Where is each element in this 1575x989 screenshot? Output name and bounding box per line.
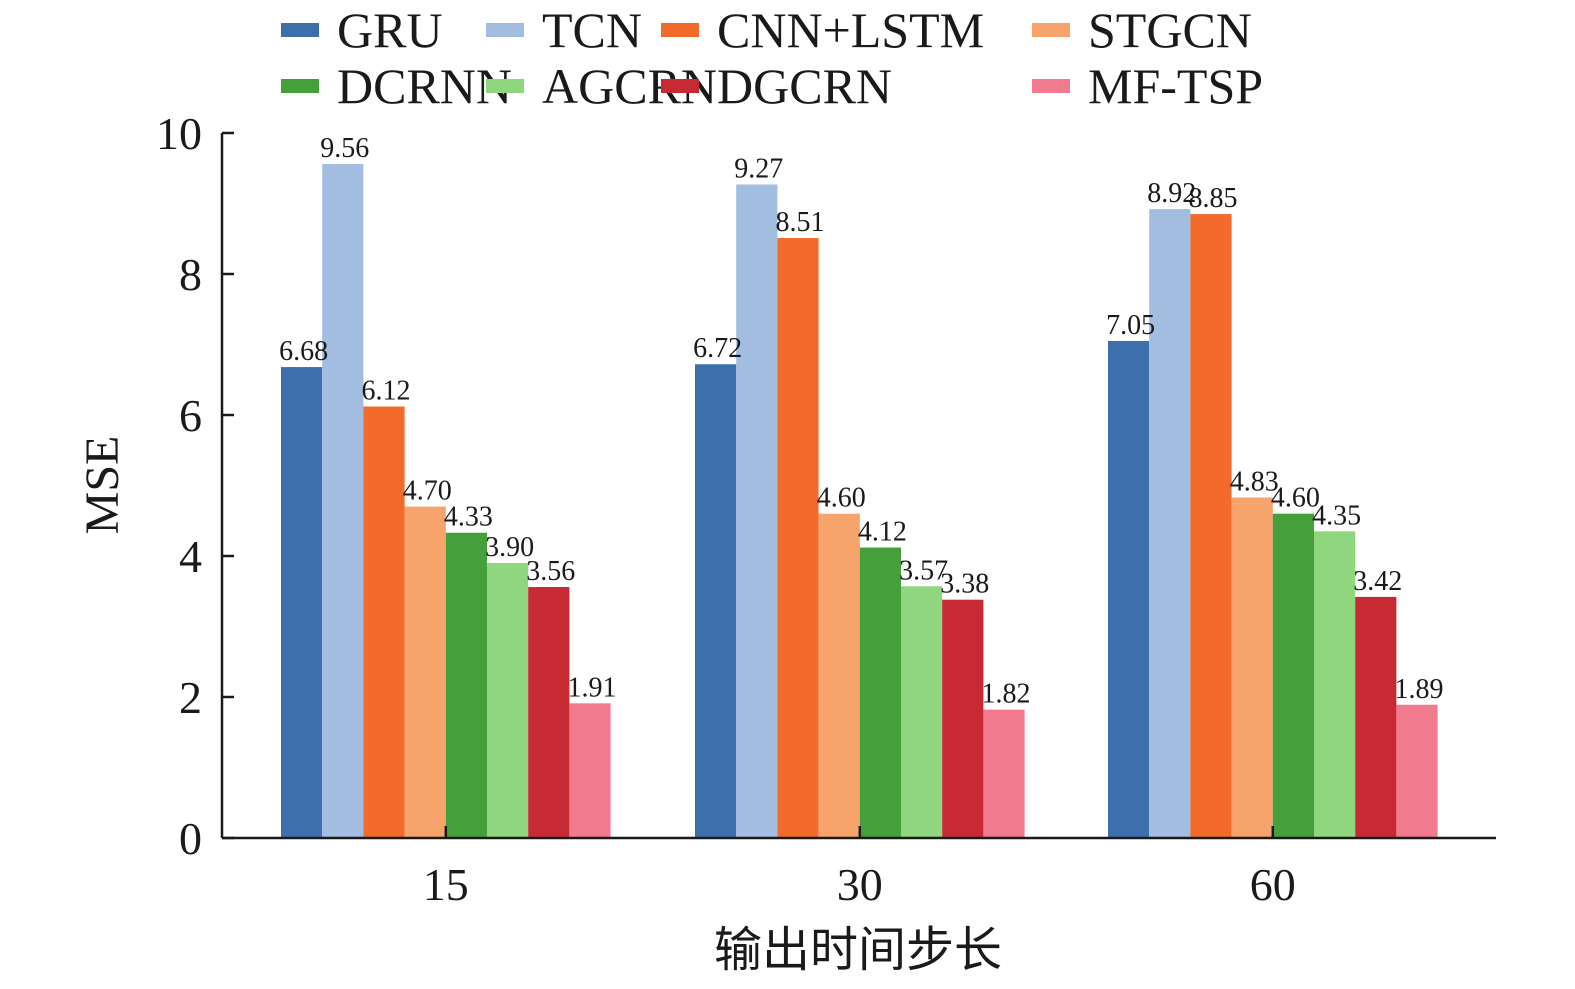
data-label: 3.38 [940,569,989,600]
legend-item-cnn-lstm: CNN+LSTM [661,2,984,58]
data-label: 3.42 [1353,566,1402,597]
data-label: 3.57 [899,555,948,586]
y-tick-label: 8 [179,249,202,300]
data-label: 4.12 [858,517,907,548]
data-label: 3.56 [526,556,575,587]
bar-tcn-60 [1149,209,1191,838]
bars [281,164,1438,839]
bar-stgcn-15 [404,506,446,838]
data-label: 4.60 [817,483,866,514]
bar-agcrn-60 [1314,531,1356,838]
bar-gru-30 [695,364,737,838]
data-label: 4.60 [1271,483,1320,514]
data-label: 4.33 [444,502,493,533]
x-tick-label: 30 [837,859,883,910]
bar-stgcn-60 [1231,497,1273,838]
data-label: 1.82 [982,679,1031,710]
bar-dcrnn-15 [445,532,487,838]
data-label: 6.68 [279,336,328,367]
bar-cnn-lstm-15 [363,406,405,838]
y-ticks: 0 2 4 6 8 10 [156,108,234,864]
bar-dgcrn-30 [942,599,984,838]
data-label: 8.92 [1147,178,1196,209]
x-tick-label: 60 [1250,859,1296,910]
bar-stgcn-30 [818,513,860,838]
data-label: 4.35 [1312,500,1361,531]
bar-agcrn-30 [901,586,943,838]
legend-item-tcn: TCN [486,2,642,58]
x-tick-label: 15 [423,859,469,910]
x-ticks: 15 30 60 [423,826,1296,910]
legend-swatch [661,23,699,37]
data-label: 8.51 [776,207,825,238]
legend-label: MF-TSP [1088,58,1263,114]
legend-item-mf-tsp: MF-TSP [1032,58,1263,114]
legend-swatch [661,79,699,93]
legend-swatch [486,23,524,37]
bar-gru-15 [281,367,323,838]
y-tick-label: 0 [179,813,202,864]
data-label: 8.85 [1189,183,1238,214]
data-label: 1.91 [568,672,617,703]
legend-item-stgcn: STGCN [1032,2,1252,58]
bar-agcrn-15 [487,563,529,838]
y-tick-label: 10 [156,108,202,159]
data-label: 1.89 [1395,674,1444,705]
legend-label: TCN [542,2,642,58]
y-axis-label: MSE [76,436,129,535]
bar-dcrnn-60 [1272,513,1314,838]
bar-mf-tsp-15 [569,703,611,838]
y-tick-label: 4 [179,531,202,582]
data-label: 4.83 [1230,466,1279,497]
legend-label: GRU [337,2,443,58]
legend-label: CNN+LSTM [717,2,984,58]
data-label: 9.56 [320,133,369,164]
data-label: 6.72 [693,333,742,364]
legend-item-dcrnn: DCRNN [281,58,512,114]
legend-item-gru: GRU [281,2,443,58]
bar-gru-60 [1108,340,1150,838]
legend-swatch [1032,23,1070,37]
bar-cnn-lstm-60 [1190,214,1232,838]
legend-label: DGCRN [717,58,892,114]
bar-dgcrn-60 [1355,596,1397,838]
bar-tcn-30 [736,184,778,839]
legend-swatch [486,79,524,93]
legend-label: DCRNN [337,58,512,114]
data-label: 7.05 [1106,310,1155,341]
bar-mf-tsp-60 [1396,704,1438,838]
value-labels: 6.68 9.56 6.12 4.704.333.903.56 1.91 6.72 9.27… [279,133,1443,710]
data-label: 3.90 [485,532,534,563]
legend-label: STGCN [1088,2,1252,58]
data-label: 9.27 [734,153,783,184]
bar-cnn-lstm-30 [777,238,819,839]
legend-item-dgcrn: DGCRN [661,58,892,114]
x-axis-label: 输出时间步长 [714,924,1002,977]
legend-swatch [281,23,319,37]
bar-mf-tsp-30 [983,709,1025,838]
y-tick-label: 2 [179,672,202,723]
data-label: 6.12 [362,376,411,407]
legend-swatch [1032,79,1070,93]
bar-dcrnn-30 [859,547,901,838]
bar-tcn-15 [322,164,364,838]
legend-swatch [281,79,319,93]
bar-dgcrn-15 [528,587,570,838]
y-tick-label: 6 [179,390,202,441]
data-label: 4.70 [403,476,452,507]
